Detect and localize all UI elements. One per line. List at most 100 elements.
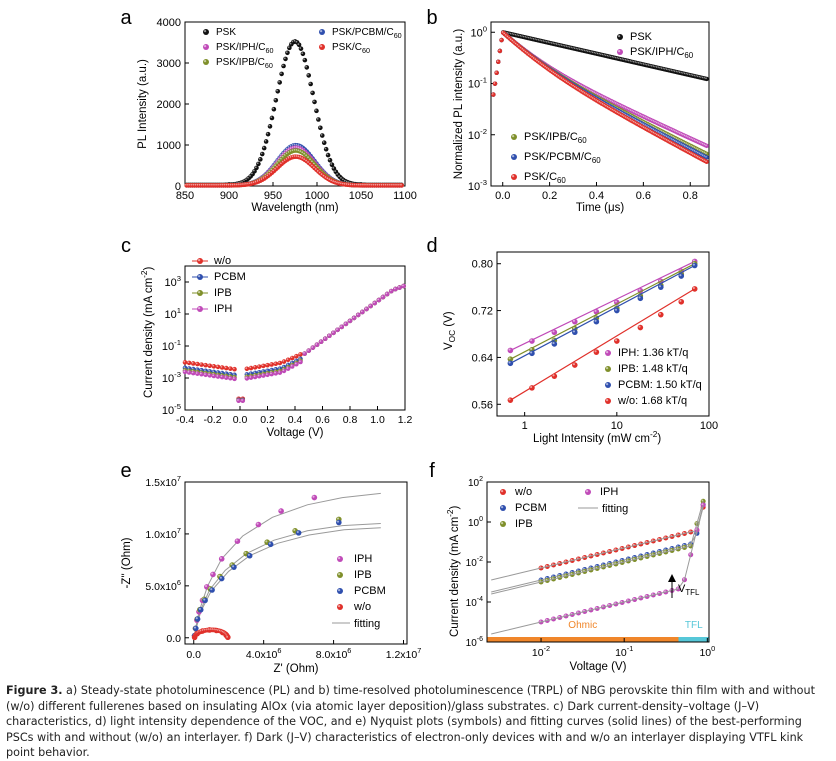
data-point-marker	[240, 398, 245, 403]
data-point	[212, 374, 217, 379]
data-point-highlight	[521, 48, 523, 50]
data-point-highlight	[183, 366, 185, 368]
data-point-marker	[614, 308, 620, 314]
data-point	[187, 361, 192, 366]
data-point	[337, 556, 343, 562]
data-point	[236, 398, 241, 403]
data-point	[638, 325, 644, 331]
data-point	[274, 98, 279, 103]
data-point	[232, 377, 237, 382]
y-axis-label: -Z'' (Ohm)	[121, 537, 133, 588]
data-point-highlight	[245, 373, 247, 375]
after-text: (V)	[443, 311, 455, 330]
data-point-highlight	[262, 374, 264, 376]
data-point-marker	[552, 341, 558, 347]
data-point	[319, 29, 325, 35]
data-point	[318, 125, 323, 130]
x-tick-label: 0.4	[288, 414, 303, 426]
data-point-marker	[360, 310, 365, 315]
data-point-highlight	[552, 342, 554, 344]
y-tick-label: 10-1	[162, 338, 181, 353]
data-point-marker	[191, 361, 196, 366]
legend-label: PSK	[630, 31, 653, 43]
data-point	[203, 44, 209, 50]
data-point-highlight	[309, 163, 311, 165]
data-point-marker	[389, 289, 394, 294]
data-point-marker	[348, 319, 353, 324]
data-point-highlight	[402, 284, 404, 286]
data-point-highlight	[265, 540, 267, 542]
tick-exponent: 6	[177, 578, 181, 587]
data-point	[270, 116, 275, 121]
data-point-highlight	[299, 360, 301, 362]
x-axis-label: Light Intensity (mW cm-2)	[533, 430, 661, 445]
data-point-highlight	[297, 531, 299, 533]
sub-text: 60	[557, 176, 566, 185]
legend-label: IPB	[354, 569, 372, 581]
data-point	[290, 356, 295, 361]
data-point	[269, 362, 274, 367]
x-axis-label: Z' (Ohm)	[274, 663, 319, 675]
data-point-highlight	[282, 369, 284, 371]
data-point-highlight	[262, 370, 264, 372]
data-point-highlight	[573, 363, 575, 365]
data-point-highlight	[606, 351, 608, 353]
data-point-highlight	[254, 375, 256, 377]
y-tick-label: 100	[468, 516, 483, 529]
data-point-highlight	[606, 367, 608, 369]
data-point-highlight	[309, 158, 311, 160]
data-point	[377, 298, 382, 303]
data-point-highlight	[211, 573, 213, 575]
data-point-highlight	[225, 367, 227, 369]
data-point-marker	[294, 362, 299, 367]
data-point	[306, 348, 311, 353]
data-point-highlight	[198, 259, 200, 261]
data-point	[511, 174, 517, 180]
data-point-marker	[393, 287, 398, 292]
data-point-marker	[327, 333, 332, 338]
data-point	[261, 373, 266, 378]
data-point-marker	[552, 373, 558, 379]
data-point-highlight	[386, 293, 388, 295]
data-point-highlight	[205, 585, 207, 587]
data-point-highlight	[208, 364, 210, 366]
x-tick-label: 0.8	[683, 190, 698, 202]
data-point	[298, 360, 303, 365]
data-point-marker	[310, 91, 315, 96]
data-point-highlight	[340, 177, 342, 179]
data-point	[491, 92, 495, 96]
x-tick-label: 10-1	[615, 644, 633, 659]
x-tick-label: 1	[522, 420, 528, 432]
data-point-marker	[306, 73, 311, 78]
data-point-highlight	[606, 399, 608, 401]
data-point-highlight	[530, 386, 532, 388]
data-point-marker	[220, 375, 225, 380]
data-point-highlight	[303, 352, 305, 354]
data-point-marker	[232, 367, 237, 372]
data-point-marker	[319, 44, 325, 50]
data-point-highlight	[229, 373, 231, 375]
data-point	[197, 290, 203, 296]
data-point-marker	[269, 372, 274, 377]
y-tick-label: 10-1	[468, 76, 487, 91]
data-point	[572, 329, 578, 335]
data-point-highlight	[276, 90, 278, 92]
data-point	[286, 358, 291, 363]
data-point-marker	[368, 304, 373, 309]
data-point-highlight	[305, 160, 307, 162]
data-point-highlight	[594, 320, 596, 322]
data-point	[511, 134, 517, 140]
data-point-marker	[617, 49, 623, 55]
data-point-marker	[265, 373, 270, 378]
data-point-marker	[249, 366, 254, 371]
data-point-highlight	[274, 362, 276, 364]
data-point	[301, 52, 306, 57]
data-point-highlight	[194, 627, 196, 629]
data-point-marker	[692, 263, 698, 269]
data-point-marker	[232, 377, 237, 382]
tick-exponent: 0	[483, 24, 487, 33]
data-point-marker	[216, 365, 221, 370]
data-point-highlight	[303, 153, 305, 155]
x-tick-label: 0.0	[233, 414, 248, 426]
sub-text: 60	[684, 51, 693, 60]
